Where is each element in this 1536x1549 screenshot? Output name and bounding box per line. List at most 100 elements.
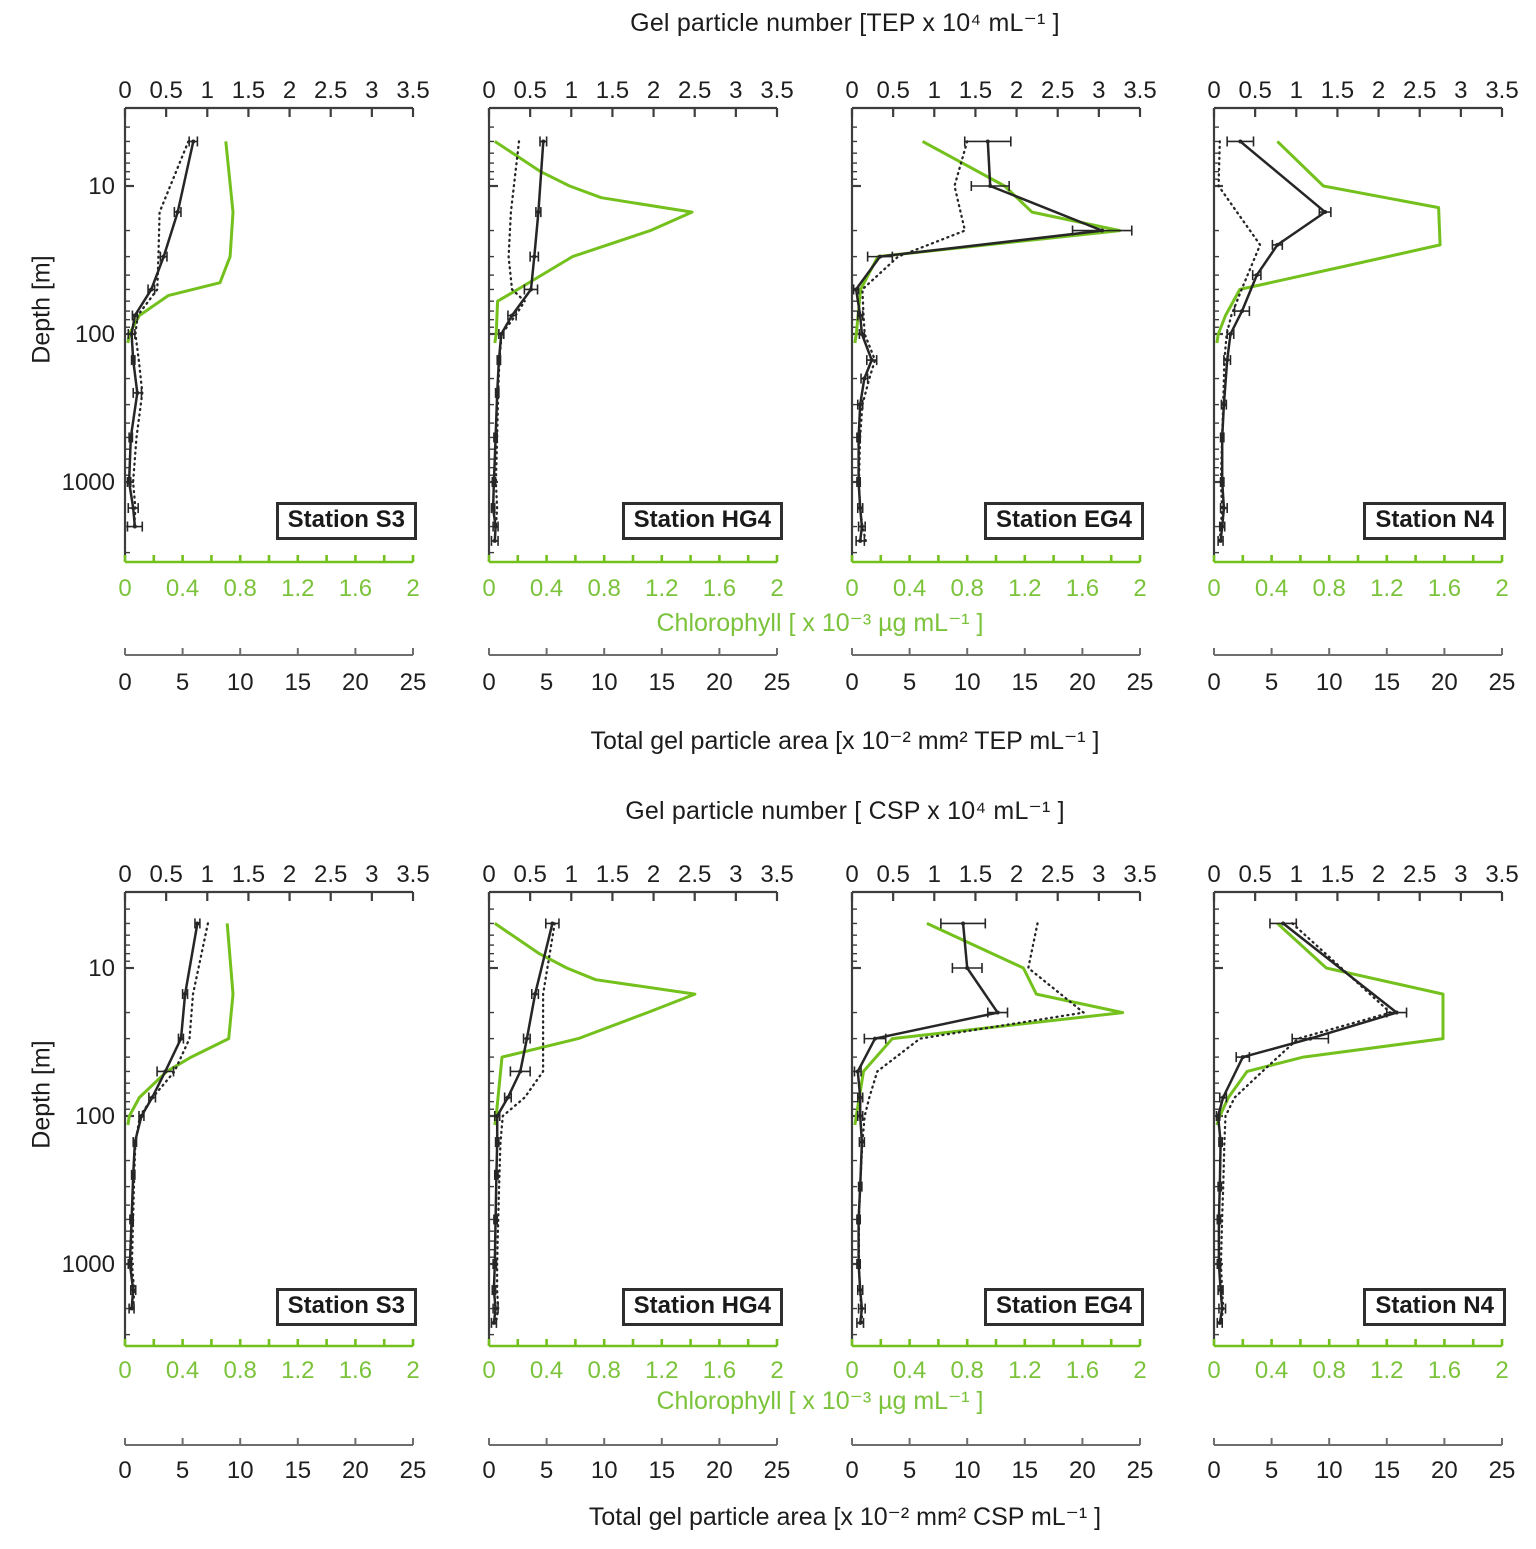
svg-text:20: 20 <box>1431 669 1458 696</box>
svg-text:1: 1 <box>565 77 578 104</box>
total-area-dotted-line <box>1217 140 1262 543</box>
svg-text:0: 0 <box>845 1357 858 1384</box>
area-axis <box>851 1438 1141 1446</box>
chlorophyll-line <box>1215 922 1445 1126</box>
svg-text:0: 0 <box>1207 1457 1220 1484</box>
svg-text:0.5: 0.5 <box>1238 861 1271 888</box>
svg-text:15: 15 <box>648 669 675 696</box>
number-and-depth-axes <box>1212 890 1504 1346</box>
svg-text:2: 2 <box>1133 575 1146 602</box>
svg-text:25: 25 <box>764 1457 791 1484</box>
svg-text:1.5: 1.5 <box>232 861 265 888</box>
number-and-depth-axes <box>487 890 779 1346</box>
svg-text:1000: 1000 <box>62 469 115 496</box>
particle-number-series <box>490 136 548 546</box>
number-and-depth-axes <box>123 890 415 1346</box>
svg-text:1: 1 <box>565 861 578 888</box>
tick-labels: 0 0.5 1 1.5 2 2.5 3 3.50 0.4 0.8 1.2 1.6 20 5 10 15 20 25 <box>845 861 1156 1484</box>
svg-text:0: 0 <box>1207 77 1220 104</box>
station-box-tep-s3: Station S3 <box>275 502 417 540</box>
panel-tep-hg4: 0 0.5 1 1.5 2 2.5 3 3.50 0.4 0.8 1.2 1.6 20 5 10 15 20 25 <box>482 77 793 696</box>
svg-text:10: 10 <box>591 1457 618 1484</box>
particle-number-series <box>1215 918 1408 1328</box>
svg-text:20: 20 <box>1069 669 1096 696</box>
svg-text:20: 20 <box>706 1457 733 1484</box>
svg-text:3.5: 3.5 <box>396 861 429 888</box>
svg-text:15: 15 <box>1011 669 1038 696</box>
svg-text:1.5: 1.5 <box>596 861 629 888</box>
chlorophyll-axis <box>487 555 779 564</box>
svg-text:2: 2 <box>1133 1357 1146 1384</box>
svg-text:0.4: 0.4 <box>893 575 926 602</box>
station-box-csp-n4: Station N4 <box>1363 1288 1506 1326</box>
particle-number-series <box>126 136 199 532</box>
svg-text:1.6: 1.6 <box>1428 1357 1461 1384</box>
panel-csp-s3: 0 0.5 1 1.5 2 2.5 3 3.50 0.4 0.8 1.2 1.6 20 5 10 15 20 25… <box>62 861 430 1484</box>
svg-text:100: 100 <box>75 1103 115 1130</box>
svg-text:3.5: 3.5 <box>1485 77 1518 104</box>
svg-text:20: 20 <box>706 669 733 696</box>
svg-text:25: 25 <box>1127 669 1154 696</box>
svg-text:0.8: 0.8 <box>951 575 984 602</box>
tick-labels: 0 0.5 1 1.5 2 2.5 3 3.50 0.4 0.8 1.2 1.6 20 5 10 15 20 25 <box>482 861 793 1484</box>
chlorophyll-axis <box>487 1339 779 1348</box>
svg-text:1.6: 1.6 <box>339 575 372 602</box>
svg-text:2: 2 <box>283 77 296 104</box>
svg-text:0.5: 0.5 <box>149 861 182 888</box>
chlorophyll-line <box>126 141 235 344</box>
tick-labels: 0 0.5 1 1.5 2 2.5 3 3.50 0.4 0.8 1.2 1.6 20 5 10 15 20 25 <box>1207 861 1518 1484</box>
svg-text:0.5: 0.5 <box>513 861 546 888</box>
svg-text:0.5: 0.5 <box>876 77 909 104</box>
svg-text:2.5: 2.5 <box>678 861 711 888</box>
chlorophyll-line <box>126 923 235 1126</box>
svg-text:1.6: 1.6 <box>1428 575 1461 602</box>
svg-text:0: 0 <box>1207 669 1220 696</box>
chlorophyll-axis-label-row2: Chlorophyll [ x 10⁻³ µg mL⁻¹ ] <box>656 1387 984 1415</box>
svg-text:0: 0 <box>1207 1357 1220 1384</box>
svg-text:10: 10 <box>954 669 981 696</box>
svg-text:3: 3 <box>365 77 378 104</box>
panel-tep-n4: 0 0.5 1 1.5 2 2.5 3 3.50 0.4 0.8 1.2 1.6 20 5 10 15 20 25 <box>1207 77 1518 696</box>
svg-text:10: 10 <box>1316 669 1343 696</box>
svg-text:2: 2 <box>770 1357 783 1384</box>
svg-text:100: 100 <box>75 321 115 348</box>
svg-text:0.4: 0.4 <box>530 1357 563 1384</box>
depth-axis-label-row2: Depth [m] <box>27 1040 56 1149</box>
station-box-tep-eg4: Station EG4 <box>983 502 1144 540</box>
svg-text:25: 25 <box>400 669 427 696</box>
svg-text:3.5: 3.5 <box>760 861 793 888</box>
chlorophyll-axis <box>850 1339 1142 1348</box>
chlorophyll-axis <box>1212 555 1504 564</box>
total-area-dotted-line <box>857 140 969 543</box>
svg-text:1.6: 1.6 <box>339 1357 372 1384</box>
panel-tep-s3: 0 0.5 1 1.5 2 2.5 3 3.50 0.4 0.8 1.2 1.6 20 5 10 15 20 25… <box>62 77 430 696</box>
svg-text:20: 20 <box>342 1457 369 1484</box>
chlorophyll-line <box>853 922 1125 1126</box>
svg-text:0.5: 0.5 <box>876 861 909 888</box>
svg-text:0: 0 <box>482 77 495 104</box>
svg-text:1000: 1000 <box>62 1251 115 1278</box>
svg-text:1.5: 1.5 <box>232 77 265 104</box>
svg-text:0: 0 <box>1207 575 1220 602</box>
tick-labels: 0 0.5 1 1.5 2 2.5 3 3.50 0.4 0.8 1.2 1.6 20 5 10 15 20 25 <box>1207 77 1518 696</box>
svg-text:1.2: 1.2 <box>1370 575 1403 602</box>
svg-text:1.2: 1.2 <box>645 575 678 602</box>
area-axis <box>1213 1438 1503 1446</box>
svg-text:15: 15 <box>1373 669 1400 696</box>
svg-text:2.5: 2.5 <box>678 77 711 104</box>
area-axis <box>1213 648 1503 656</box>
svg-text:1: 1 <box>201 77 214 104</box>
svg-text:0: 0 <box>482 1357 495 1384</box>
svg-text:2.5: 2.5 <box>314 861 347 888</box>
svg-text:1.5: 1.5 <box>1321 77 1354 104</box>
svg-text:1.5: 1.5 <box>959 861 992 888</box>
area-axis-label-row1: Total gel particle area [x 10⁻² mm² TEP … <box>590 727 1100 755</box>
svg-text:2: 2 <box>1010 861 1023 888</box>
svg-text:5: 5 <box>1265 669 1278 696</box>
svg-text:0: 0 <box>845 861 858 888</box>
svg-text:0.4: 0.4 <box>1255 575 1288 602</box>
svg-text:0.5: 0.5 <box>149 77 182 104</box>
svg-text:0: 0 <box>118 861 131 888</box>
svg-text:5: 5 <box>903 1457 916 1484</box>
svg-text:2.5: 2.5 <box>1041 861 1074 888</box>
